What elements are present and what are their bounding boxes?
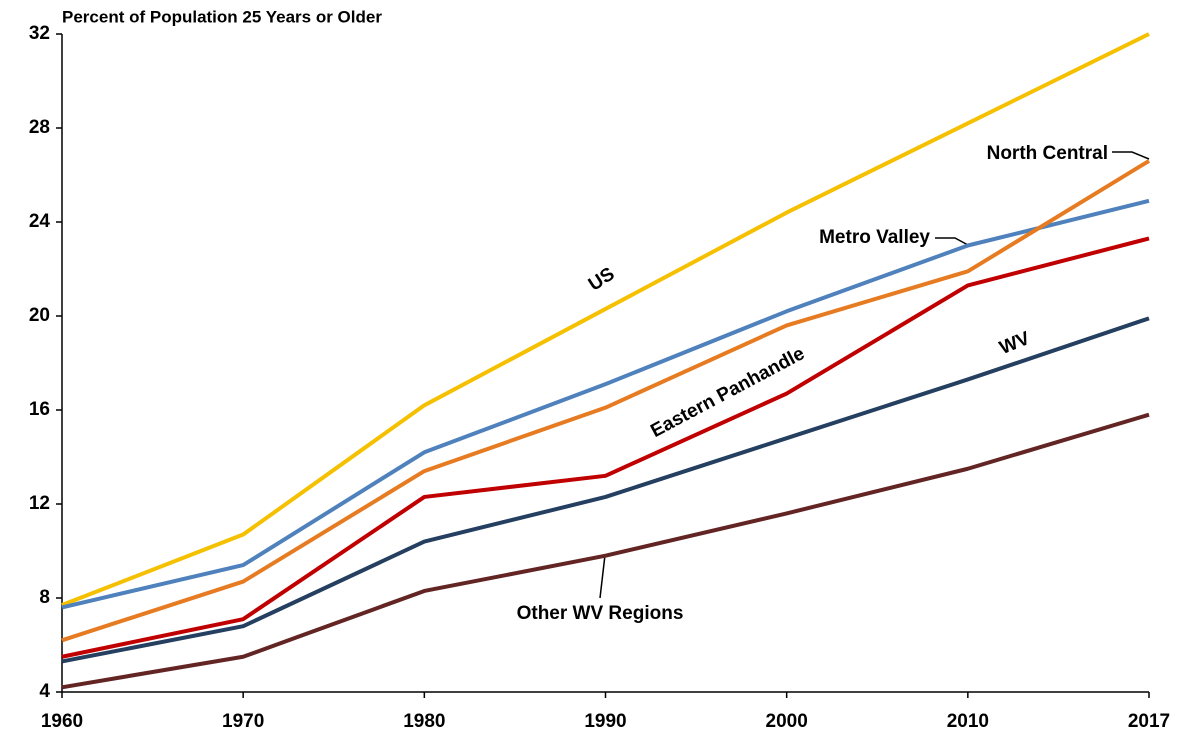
series-line (61, 32, 1150, 607)
series-label: WV (997, 328, 1034, 359)
x-tick-label: 1970 (222, 711, 264, 732)
y-tick-label: 32 (29, 23, 50, 44)
series-label: Metro Valley (819, 227, 930, 248)
y-tick-label: 28 (29, 117, 50, 138)
y-tick-label: 16 (29, 399, 50, 420)
x-tick-label: 2017 (1128, 711, 1170, 732)
x-tick-label: 2010 (947, 711, 989, 732)
chart-title: Percent of Population 25 Years or Older (62, 7, 382, 26)
series-line (61, 198, 1150, 610)
series-line (61, 412, 1150, 690)
x-tick-label: 1960 (41, 711, 83, 732)
series-label: North Central (987, 143, 1108, 164)
x-tick-label: 2000 (766, 711, 808, 732)
y-tick-label: 24 (29, 211, 51, 232)
series-line (61, 316, 1150, 664)
series-label: Other WV Regions (517, 603, 684, 624)
y-tick-label: 8 (39, 587, 50, 608)
series-line (61, 159, 1151, 643)
y-tick-label: 4 (39, 681, 50, 702)
series-label: US (585, 264, 619, 296)
x-tick-label: 1990 (584, 711, 626, 732)
x-tick-label: 1980 (403, 711, 445, 732)
series-line (61, 236, 1150, 659)
y-tick-label: 20 (29, 305, 50, 326)
y-tick-label: 12 (29, 493, 50, 514)
leaders (599, 151, 1150, 599)
